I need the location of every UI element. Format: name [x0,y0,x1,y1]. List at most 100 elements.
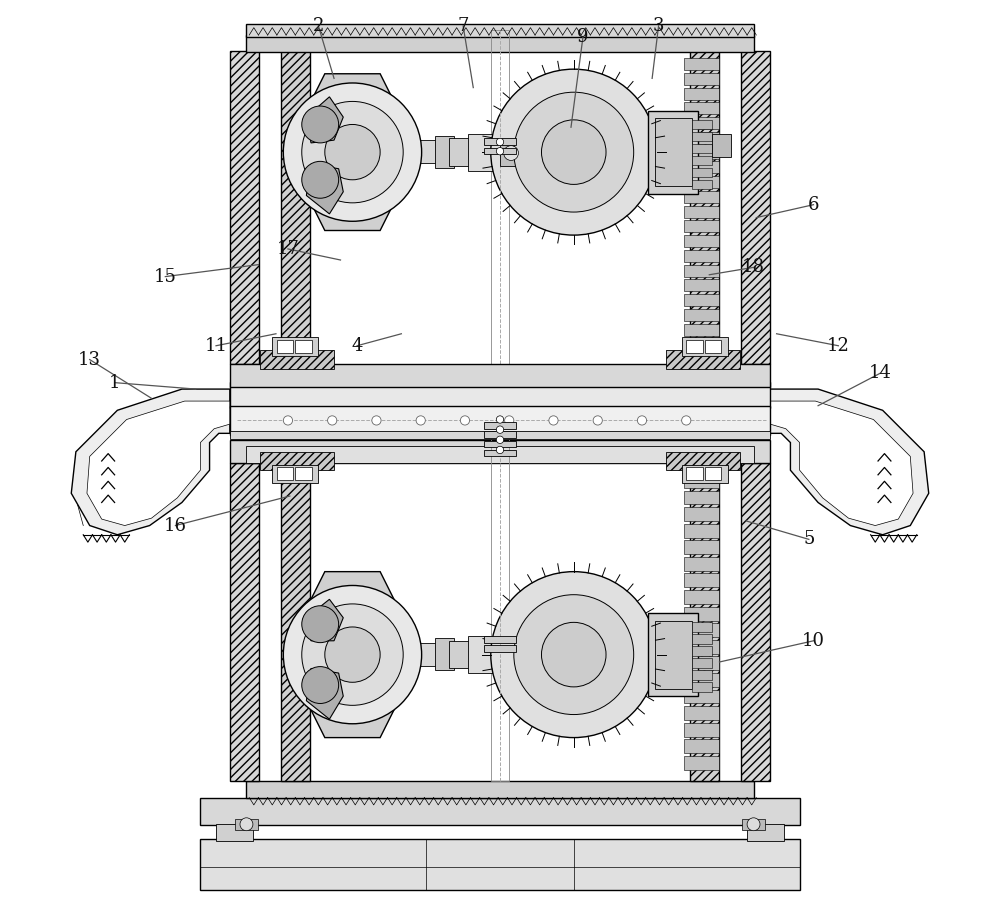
Bar [484,138,516,145]
Polygon shape [306,97,343,143]
Circle shape [496,416,504,423]
Bar [684,557,719,571]
Circle shape [325,627,380,682]
Bar [692,168,712,177]
Circle shape [328,416,337,425]
Bar [684,265,719,277]
Bar [655,621,692,689]
Bar [692,180,712,189]
Bar [684,540,719,554]
Bar [684,491,719,504]
Circle shape [325,124,380,180]
Text: 4: 4 [351,337,363,355]
Bar [449,641,477,668]
Bar [484,441,516,447]
Text: 5: 5 [803,530,815,549]
Bar [682,465,728,483]
Bar [666,452,740,470]
Bar [277,340,293,353]
Bar [684,507,719,521]
Circle shape [496,138,504,146]
Text: 3: 3 [653,17,664,35]
Bar [648,613,698,696]
Bar [684,640,719,654]
Circle shape [504,146,518,160]
Bar [684,176,719,188]
Text: 14: 14 [868,364,891,383]
Bar [394,140,449,163]
Bar [230,431,770,439]
Bar [684,623,719,637]
Text: 1: 1 [109,373,120,392]
Circle shape [460,416,470,425]
Bar [684,147,719,159]
Circle shape [637,416,647,425]
Bar [246,35,754,52]
Bar [272,465,318,483]
Circle shape [302,101,403,203]
Bar [435,136,454,168]
Bar [295,340,312,353]
Polygon shape [71,389,230,535]
Circle shape [496,426,504,433]
Text: 12: 12 [827,337,850,355]
Bar [692,144,712,153]
Bar [684,324,719,336]
Bar [692,646,712,656]
Text: 18: 18 [742,258,765,277]
Bar [747,824,784,841]
Bar [684,191,719,203]
Circle shape [514,595,634,715]
Bar [684,58,719,70]
Bar [692,658,712,668]
Bar [484,148,516,154]
Polygon shape [770,401,913,526]
Bar [235,819,258,830]
Bar [684,590,719,604]
Circle shape [682,416,691,425]
Circle shape [549,416,558,425]
Circle shape [283,416,293,425]
Bar [468,134,505,171]
Circle shape [491,69,657,235]
Text: 11: 11 [205,337,228,355]
Bar [692,132,712,141]
Bar [684,656,719,670]
Bar [684,573,719,587]
Bar [230,364,770,387]
Bar [705,467,721,480]
Circle shape [541,120,606,184]
Bar [692,156,712,165]
Polygon shape [87,401,230,526]
Bar [684,250,719,262]
Bar [684,102,719,114]
Circle shape [283,83,422,221]
Bar [281,463,310,781]
Bar [690,51,719,364]
Bar [684,309,719,321]
Text: 10: 10 [802,632,825,650]
Bar [246,781,754,798]
Bar [684,756,719,770]
Circle shape [302,106,339,143]
Bar [281,51,310,364]
Bar [260,350,334,369]
Circle shape [747,818,760,831]
Bar [295,467,312,480]
Bar [684,739,719,753]
Bar [230,406,770,435]
Polygon shape [306,164,343,214]
Circle shape [496,436,504,443]
Bar [712,134,731,157]
Bar [684,706,719,720]
Bar [435,638,454,670]
Text: 13: 13 [78,350,101,369]
Circle shape [505,416,514,425]
Bar [230,440,770,463]
Bar [692,622,712,632]
Circle shape [593,416,602,425]
Bar [491,30,509,781]
Circle shape [302,606,339,643]
Bar [684,338,719,350]
Bar [500,140,523,166]
